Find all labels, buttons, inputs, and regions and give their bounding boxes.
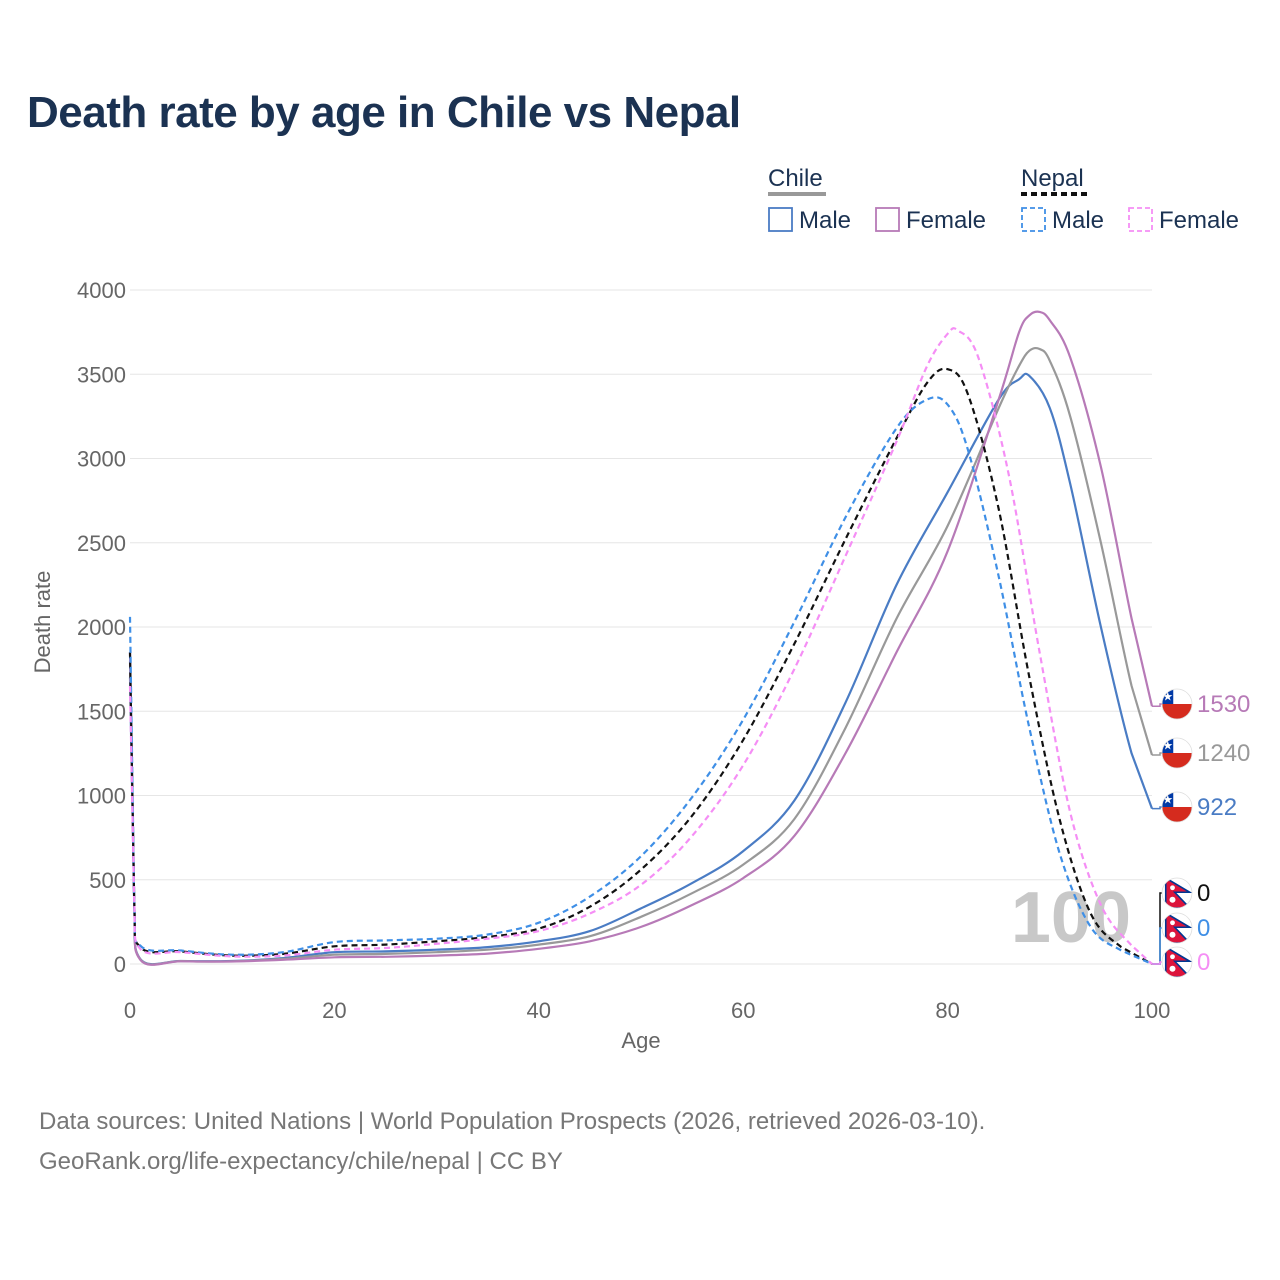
legend-item-chile-male: Male bbox=[768, 207, 851, 234]
end-label-nepal-male: 0 bbox=[1152, 912, 1210, 965]
end-label-chile-average: ★ 1240 bbox=[1152, 737, 1250, 769]
svg-text:★: ★ bbox=[1162, 689, 1173, 703]
y-tick-label-1000: 1000 bbox=[77, 784, 126, 809]
series-layer bbox=[128, 310, 1154, 966]
x-tick-label-100: 100 bbox=[1134, 998, 1171, 1023]
y-tick-label-2500: 2500 bbox=[77, 531, 126, 556]
x-axis-title: Age bbox=[621, 1028, 660, 1053]
end-label-value: 0 bbox=[1197, 915, 1210, 942]
series-line-nepal-female bbox=[128, 327, 1153, 965]
legend-swatch bbox=[875, 207, 900, 232]
end-label-value: 0 bbox=[1197, 880, 1210, 907]
end-label-value: 922 bbox=[1197, 794, 1237, 821]
x-tick-label-40: 40 bbox=[527, 998, 551, 1023]
svg-text:★: ★ bbox=[1162, 792, 1173, 806]
chile-flag-icon: ★ bbox=[1162, 738, 1192, 768]
series-line-nepal-male bbox=[128, 396, 1153, 966]
legend-item-label: Male bbox=[799, 207, 851, 234]
series-line-chile-female bbox=[128, 310, 1154, 966]
y-tick-label-0: 0 bbox=[114, 952, 126, 977]
axis-layer: 0 500 1000 1500 2000 2500 3000 3500 4000 0 20 40 60 8… bbox=[77, 278, 1170, 1023]
y-tick-label-1500: 1500 bbox=[77, 699, 126, 724]
x-tick-label-80: 80 bbox=[935, 998, 959, 1023]
x-tick-label-60: 60 bbox=[731, 998, 755, 1023]
chile-flag-icon: ★ bbox=[1162, 689, 1192, 719]
end-label-layer: ★ 922 ★ 1240 ★ 1530 0 0 0 bbox=[1152, 688, 1250, 978]
legend-item-label: Female bbox=[1159, 207, 1239, 234]
grid-layer bbox=[130, 289, 1152, 965]
end-label-chile-male: ★ 922 bbox=[1152, 791, 1237, 823]
legend: Chile Male Female Nepal Male Female bbox=[768, 165, 1239, 234]
y-tick-label-500: 500 bbox=[89, 868, 126, 893]
series-line-chile-average bbox=[128, 346, 1154, 966]
x-tick-label-0: 0 bbox=[124, 998, 136, 1023]
chile-flag-icon: ★ bbox=[1162, 792, 1192, 822]
nepal-flag-icon bbox=[1162, 878, 1192, 908]
y-tick-label-4000: 4000 bbox=[77, 278, 126, 303]
source-note: Data sources: United Nations | World Pop… bbox=[39, 1108, 986, 1135]
legend-group-title: Nepal bbox=[1021, 165, 1084, 192]
legend-group-title: Chile bbox=[768, 165, 823, 192]
legend-swatch bbox=[1021, 207, 1046, 232]
y-axis-title: Death rate bbox=[30, 571, 55, 674]
y-tick-label-2000: 2000 bbox=[77, 615, 126, 640]
legend-item-nepal-male: Male bbox=[1021, 207, 1104, 234]
legend-group-chile: Chile Male Female bbox=[768, 165, 986, 234]
series-line-chile-male bbox=[128, 372, 1154, 966]
legend-item-label: Male bbox=[1052, 207, 1104, 234]
legend-item-chile-female: Female bbox=[875, 207, 986, 234]
page-title: Death rate by age in Chile vs Nepal bbox=[27, 88, 741, 137]
y-tick-label-3000: 3000 bbox=[77, 447, 126, 472]
legend-group-nepal: Nepal Male Female bbox=[1021, 165, 1239, 234]
legend-swatch bbox=[768, 207, 793, 232]
x-tick-label-20: 20 bbox=[322, 998, 346, 1023]
credit-note[interactable]: GeoRank.org/life-expectancy/chile/nepal … bbox=[39, 1148, 563, 1175]
legend-item-nepal-female: Female bbox=[1128, 207, 1239, 234]
y-tick-label-3500: 3500 bbox=[77, 362, 126, 387]
end-label-value: 0 bbox=[1197, 949, 1210, 976]
legend-swatch bbox=[1128, 207, 1153, 232]
end-label-value: 1240 bbox=[1197, 740, 1250, 767]
end-label-chile-female: ★ 1530 bbox=[1152, 688, 1250, 720]
end-label-nepal-female: 0 bbox=[1152, 946, 1210, 978]
legend-item-label: Female bbox=[906, 207, 986, 234]
year-watermark: 100 bbox=[1011, 878, 1131, 958]
svg-text:★: ★ bbox=[1162, 738, 1173, 752]
end-label-nepal-average: 0 bbox=[1152, 877, 1210, 965]
end-label-value: 1530 bbox=[1197, 691, 1250, 718]
